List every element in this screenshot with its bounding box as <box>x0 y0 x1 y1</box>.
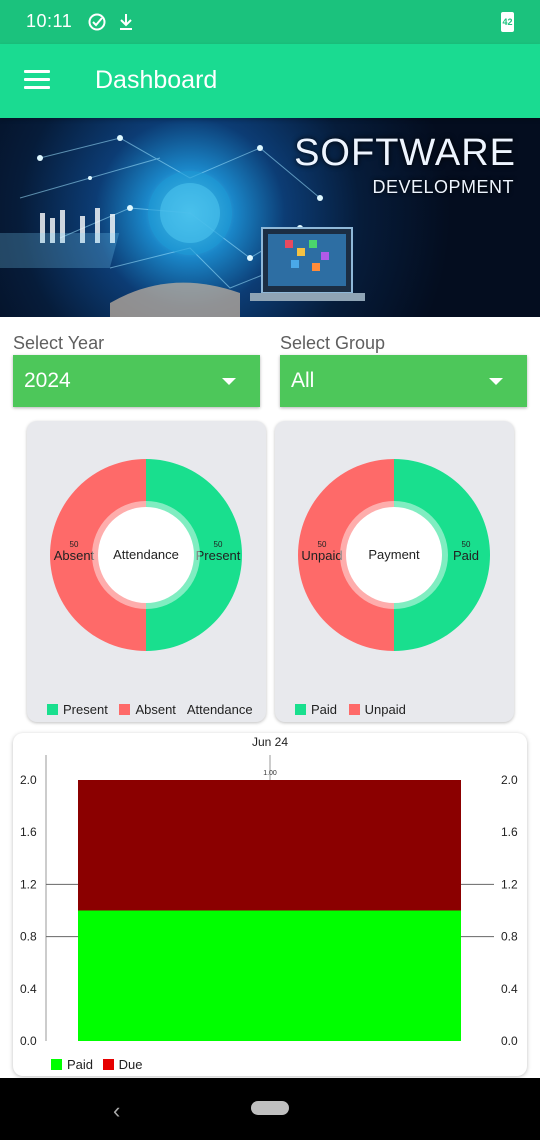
battery-level: 42 <box>499 17 516 27</box>
chart-title: Jun 24 <box>252 735 288 749</box>
payment-bar-chart-card: Jun 24 0.0 0.0 0.4 0.4 0.8 0.8 1.2 1.2 1.6 1.6 2.0 2… <box>13 733 527 1076</box>
bar-legend: Paid Due <box>51 1057 143 1072</box>
hamburger-menu-icon[interactable] <box>24 70 50 90</box>
home-button[interactable] <box>251 1101 289 1115</box>
select-group-label: Select Group <box>280 333 385 354</box>
y-tick-label-left: 0.0 <box>20 1034 37 1048</box>
slice-category-label: Unpaid <box>301 548 342 563</box>
banner-subtitle: DEVELOPMENT <box>372 177 514 198</box>
check-circle-icon <box>87 12 107 32</box>
chevron-down-icon <box>222 378 236 385</box>
y-tick-label-right: 1.2 <box>501 877 518 891</box>
slice-category-label: Absent <box>54 548 95 563</box>
back-icon[interactable]: ‹ <box>113 1098 120 1124</box>
y-tick-label-left: 1.6 <box>20 825 37 839</box>
legend-item-present: Present <box>47 702 108 717</box>
donut-center-text: Payment <box>368 547 420 562</box>
battery-icon: 42 <box>501 12 514 32</box>
legend-item-unpaid: Unpaid <box>349 702 406 717</box>
app-bar: Dashboard <box>0 44 540 118</box>
y-tick-label-left: 0.4 <box>20 982 37 996</box>
select-year-label: Select Year <box>13 333 104 354</box>
attendance-legend: Present Absent Attendance <box>47 702 261 717</box>
system-nav-bar: ‹ <box>0 1078 540 1140</box>
year-value: 2024 <box>24 369 71 393</box>
legend-item-due: Due <box>103 1057 143 1072</box>
banner-image: SOFTWARE DEVELOPMENT <box>0 118 540 317</box>
slice-category-label: Present <box>196 548 241 563</box>
y-tick-label-right: 0.4 <box>501 982 518 996</box>
payment-chart-card: 50 Paid 50 Unpaid Payment Paid Unpaid <box>275 421 514 722</box>
banner-title: SOFTWARE <box>294 132 516 175</box>
download-icon <box>117 12 135 32</box>
year-dropdown[interactable]: 2024 <box>13 355 260 407</box>
y-tick-label-left: 0.8 <box>20 930 37 944</box>
attendance-chart-card: 50 Present 50 Absent Attendance Present Abse… <box>27 421 266 722</box>
bar-value-label: 1.00 <box>263 770 277 777</box>
legend-title: Attendance <box>187 702 253 717</box>
y-tick-label-left: 1.2 <box>20 877 37 891</box>
y-tick-label-right: 2.0 <box>501 773 518 787</box>
group-dropdown[interactable]: All <box>280 355 527 407</box>
status-bar: 10:11 42 <box>0 0 540 44</box>
bar-segment-due[interactable] <box>78 780 461 911</box>
legend-item-paid: Paid <box>51 1057 93 1072</box>
y-tick-label-left: 2.0 <box>20 773 37 787</box>
page-title: Dashboard <box>95 66 217 95</box>
bar-segment-paid[interactable] <box>78 911 461 1042</box>
y-tick-label-right: 0.8 <box>501 930 518 944</box>
y-tick-label-right: 1.6 <box>501 825 518 839</box>
payment-bar-chart[interactable]: Jun 24 0.0 0.0 0.4 0.4 0.8 0.8 1.2 1.2 1.6 1.6 2.0 2… <box>13 733 527 1053</box>
payment-legend: Paid Unpaid <box>295 702 414 717</box>
chevron-down-icon <box>489 378 503 385</box>
slice-category-label: Paid <box>453 548 479 563</box>
legend-item-absent: Absent <box>119 702 175 717</box>
donut-center-text: Attendance <box>113 547 179 562</box>
status-time: 10:11 <box>26 11 72 32</box>
group-value: All <box>291 369 314 393</box>
legend-item-paid: Paid <box>295 702 337 717</box>
y-tick-label-right: 0.0 <box>501 1034 518 1048</box>
